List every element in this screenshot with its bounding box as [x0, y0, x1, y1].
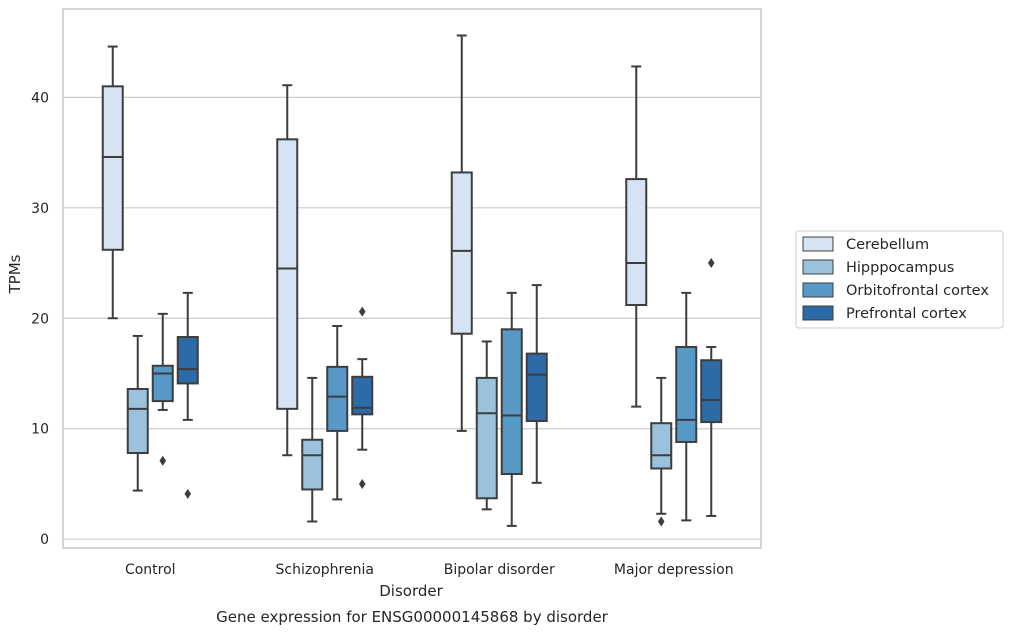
- box-iqr: [326, 365, 349, 432]
- box-series: [101, 34, 723, 527]
- y-tick-label: 40: [31, 90, 49, 106]
- legend-swatch: [802, 282, 834, 298]
- box: [675, 291, 698, 522]
- box: [700, 258, 723, 517]
- outlier-point: [184, 488, 192, 499]
- legend-swatch: [802, 305, 834, 321]
- legend-swatch: [802, 259, 834, 275]
- legend-entry: Orbitofrontal cortex: [846, 283, 989, 299]
- y-tick-label: 10: [31, 422, 49, 438]
- box: [450, 34, 473, 432]
- y-tick-label: 30: [31, 201, 49, 217]
- box-iqr: [101, 85, 124, 251]
- box-iqr: [675, 345, 698, 443]
- x-tick-label: Major depression: [614, 562, 734, 578]
- x-axis-ticks: Control Schizophrenia Bipolar disorder Majo…: [125, 562, 734, 578]
- box-iqr: [301, 438, 324, 491]
- outlier-point: [707, 258, 715, 269]
- box-iqr: [176, 336, 199, 385]
- legend-swatch: [802, 236, 834, 252]
- box-iqr: [351, 375, 374, 416]
- grid-lines: [63, 96, 761, 540]
- outlier-point: [358, 306, 366, 317]
- box: [500, 291, 523, 527]
- outlier-point: [358, 478, 366, 489]
- box-iqr: [500, 328, 523, 475]
- x-tick-label: Bipolar disorder: [444, 562, 555, 578]
- outlier-point: [657, 516, 665, 527]
- y-tick-label: 0: [40, 532, 49, 548]
- box: [525, 284, 548, 484]
- box: [301, 376, 324, 523]
- plot-frame: [62, 8, 762, 549]
- y-axis-ticks: 0 10 20 30 40: [31, 90, 49, 548]
- legend-entry: Prefrontal cortex: [846, 306, 967, 322]
- box: [475, 340, 498, 511]
- box: [126, 334, 149, 492]
- legend-frame: [795, 230, 1004, 329]
- box-iqr: [625, 178, 648, 307]
- box-iqr: [650, 422, 673, 470]
- x-axis-label: Disorder: [379, 582, 443, 600]
- x-tick-label: Control: [125, 562, 176, 578]
- legend-entry: Hipppocampus: [846, 260, 954, 276]
- box: [351, 306, 374, 489]
- y-tick-label: 20: [31, 311, 49, 327]
- box: [326, 324, 349, 501]
- box: [151, 312, 174, 466]
- box-iqr: [700, 359, 723, 424]
- box-iqr: [450, 171, 473, 335]
- legend: Cerebellum Hipppocampus Orbitofrontal cort…: [795, 230, 1004, 329]
- box: [101, 45, 124, 320]
- box: [625, 65, 648, 408]
- box-iqr: [525, 352, 548, 422]
- x-tick-label: Schizophrenia: [276, 562, 374, 578]
- box-iqr: [475, 376, 498, 500]
- outlier-point: [159, 455, 167, 466]
- box-iqr: [126, 387, 149, 455]
- legend-entry: Cerebellum: [846, 237, 929, 253]
- chart-title: Gene expression for ENSG00000145868 by d…: [216, 608, 609, 626]
- box-iqr: [151, 364, 174, 403]
- y-axis-label: TPMs: [6, 254, 24, 294]
- box: [650, 376, 673, 527]
- box-iqr: [276, 138, 299, 410]
- box: [176, 291, 199, 499]
- box: [276, 84, 299, 457]
